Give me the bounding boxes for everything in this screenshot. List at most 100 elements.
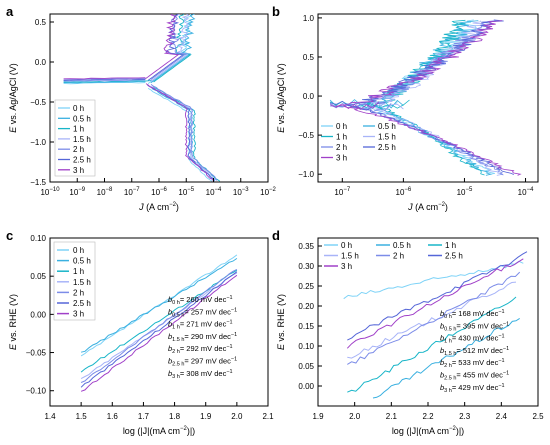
y-tick-label: 0.30: [298, 262, 314, 271]
tafel-slope-annotation: b2.5 h= 455 mV dec−1: [440, 371, 509, 382]
polarization-curve: [359, 19, 478, 106]
x-tick-label-base: 10: [233, 188, 242, 197]
y-tick-label: 0.5: [303, 53, 315, 62]
annotation-subscript: 3 h: [172, 374, 180, 380]
annotation-subscript: 2.5 h: [172, 362, 184, 368]
tafel-slope-annotation: b1 h= 430 mV dec−1: [440, 334, 505, 345]
x-tick-label-base: 10: [518, 188, 527, 197]
annotation-exponent: −1: [226, 344, 232, 350]
polarization-curve: [63, 78, 146, 82]
legend-label: 0.5 h: [393, 241, 411, 250]
plot-frame: [317, 13, 539, 183]
x-tick-label: 10−4: [206, 187, 222, 197]
x-axis-label-unit: (A cm: [413, 202, 439, 212]
y-tick-label: −1.0: [298, 170, 314, 179]
y-tick-label: 0.25: [298, 282, 314, 291]
annotation-symbol: b: [168, 307, 172, 316]
annotation-exponent: −1: [498, 334, 504, 340]
polarization-curve: [150, 14, 190, 82]
x-tick-label: 1.5: [76, 412, 88, 421]
legend-label: 0.5 h: [73, 114, 91, 123]
legend-label: 1.5 h: [378, 133, 396, 142]
tafel-slope-annotation: b1.5 h= 512 mV dec−1: [440, 346, 509, 357]
x-tick-label-base: 10: [124, 188, 133, 197]
y-tick-label: −0.05: [26, 349, 47, 358]
y-tick-label: 1.0: [303, 14, 315, 23]
legend-label: 2.5 h: [73, 299, 91, 308]
legend: 0 h0.5 h1 h1.5 h2 h2.5 h3 h: [54, 99, 96, 177]
y-tick-label: 0.0: [303, 92, 315, 101]
legend-label: 1.5 h: [73, 278, 91, 287]
x-tick-label-base: 2.4: [496, 412, 508, 421]
annotation-exponent: −1: [503, 371, 509, 377]
x-tick-label: 1.9: [200, 412, 212, 421]
x-tick-label-exp: −9: [78, 187, 86, 193]
legend-label: 2.5 h: [445, 252, 463, 261]
tafel-slope-annotation: b1 h= 271 mV dec−1: [168, 320, 233, 331]
x-axis-label: log (|J|(mA cm−2)|): [123, 426, 195, 436]
legend-label: 0 h: [73, 104, 84, 113]
x-tick-label: 2.3: [459, 412, 471, 421]
legend-box: [53, 241, 96, 321]
polarization-curve: [63, 79, 146, 82]
annotation-exponent: −1: [498, 309, 504, 315]
x-tick-label: 10−7: [334, 187, 350, 197]
x-tick-label: 10−2: [260, 187, 276, 197]
annotation-exponent: −1: [498, 358, 504, 364]
y-axis-label-rest: vs. Ag/AgCl (V): [276, 63, 286, 127]
y-tick-label: 0.05: [30, 272, 46, 281]
x-tick-label: 10−6: [396, 187, 412, 197]
annotation-value: = 429 mV dec: [452, 383, 499, 392]
annotation-subscript: 0.5 h: [444, 326, 456, 332]
polarization-curve: [153, 14, 192, 83]
x-tick-label-base: 1.5: [76, 412, 88, 421]
x-tick-label-exp: −2: [269, 187, 277, 193]
polarization-curve: [149, 85, 217, 181]
annotation-value: = 292 mV dec: [180, 344, 227, 353]
legend-label: 3 h: [336, 154, 347, 163]
tafel-slope-annotation: b0 h= 168 mV dec−1: [440, 309, 505, 320]
tafel-slope-annotation: b2.5 h= 297 mV dec−1: [168, 357, 237, 368]
polarization-curve: [335, 20, 503, 107]
y-tick-label: 0.00: [298, 382, 314, 391]
tafel-line: [347, 281, 517, 359]
x-tick-label-base: 1.4: [44, 412, 56, 421]
x-tick-label: 10−5: [178, 187, 194, 197]
legend-label: 2 h: [73, 145, 84, 154]
plot-area: [80, 254, 238, 392]
x-tick-label-base: 2.0: [349, 412, 361, 421]
y-tick-label: −1.5: [30, 178, 46, 187]
legend-label: 2.5 h: [73, 156, 91, 165]
y-tick-label: 0.0: [35, 58, 47, 67]
annotation-subscript: 3 h: [444, 388, 452, 394]
polarization-curve: [147, 14, 185, 81]
x-tick-label-base: 2.5: [532, 412, 544, 421]
tafel-line: [372, 317, 520, 399]
panel-letter: b: [272, 4, 280, 19]
legend-label: 1 h: [336, 133, 347, 142]
annotation-value: = 297 mV dec: [184, 357, 231, 366]
annotation-exponent: −1: [226, 369, 232, 375]
x-tick-label: 10−5: [457, 187, 473, 197]
tafel-line: [80, 274, 238, 392]
y-tick-label: −0.5: [30, 98, 46, 107]
panel-a: a10−10 10−9 10−8 10−7 10−6 10−5 10−4 10−3 10−2−1…: [6, 4, 277, 212]
polarization-curve: [348, 105, 514, 175]
x-tick-label: 10−9: [69, 187, 85, 197]
y-tick-label: 0.10: [298, 342, 314, 351]
legend-label: 3 h: [73, 166, 84, 175]
annotation-symbol: b: [168, 332, 172, 341]
legend-label: 0 h: [73, 246, 84, 255]
x-tick-label-base: 10: [178, 188, 187, 197]
x-tick-label: 2.1: [386, 412, 398, 421]
x-axis-label: J (A cm−2): [138, 202, 179, 212]
x-axis-label-exp: −2: [449, 426, 457, 432]
x-tick-label-exp: −5: [187, 187, 195, 193]
y-axis-label-rest: vs. Ag/AgCl (V): [8, 63, 18, 127]
y-axis-label-rest: vs. RHE (V): [8, 294, 18, 344]
x-tick-label: 2.2: [422, 412, 434, 421]
legend-label: 2.5 h: [378, 143, 396, 152]
x-tick-label: 2.0: [231, 412, 243, 421]
